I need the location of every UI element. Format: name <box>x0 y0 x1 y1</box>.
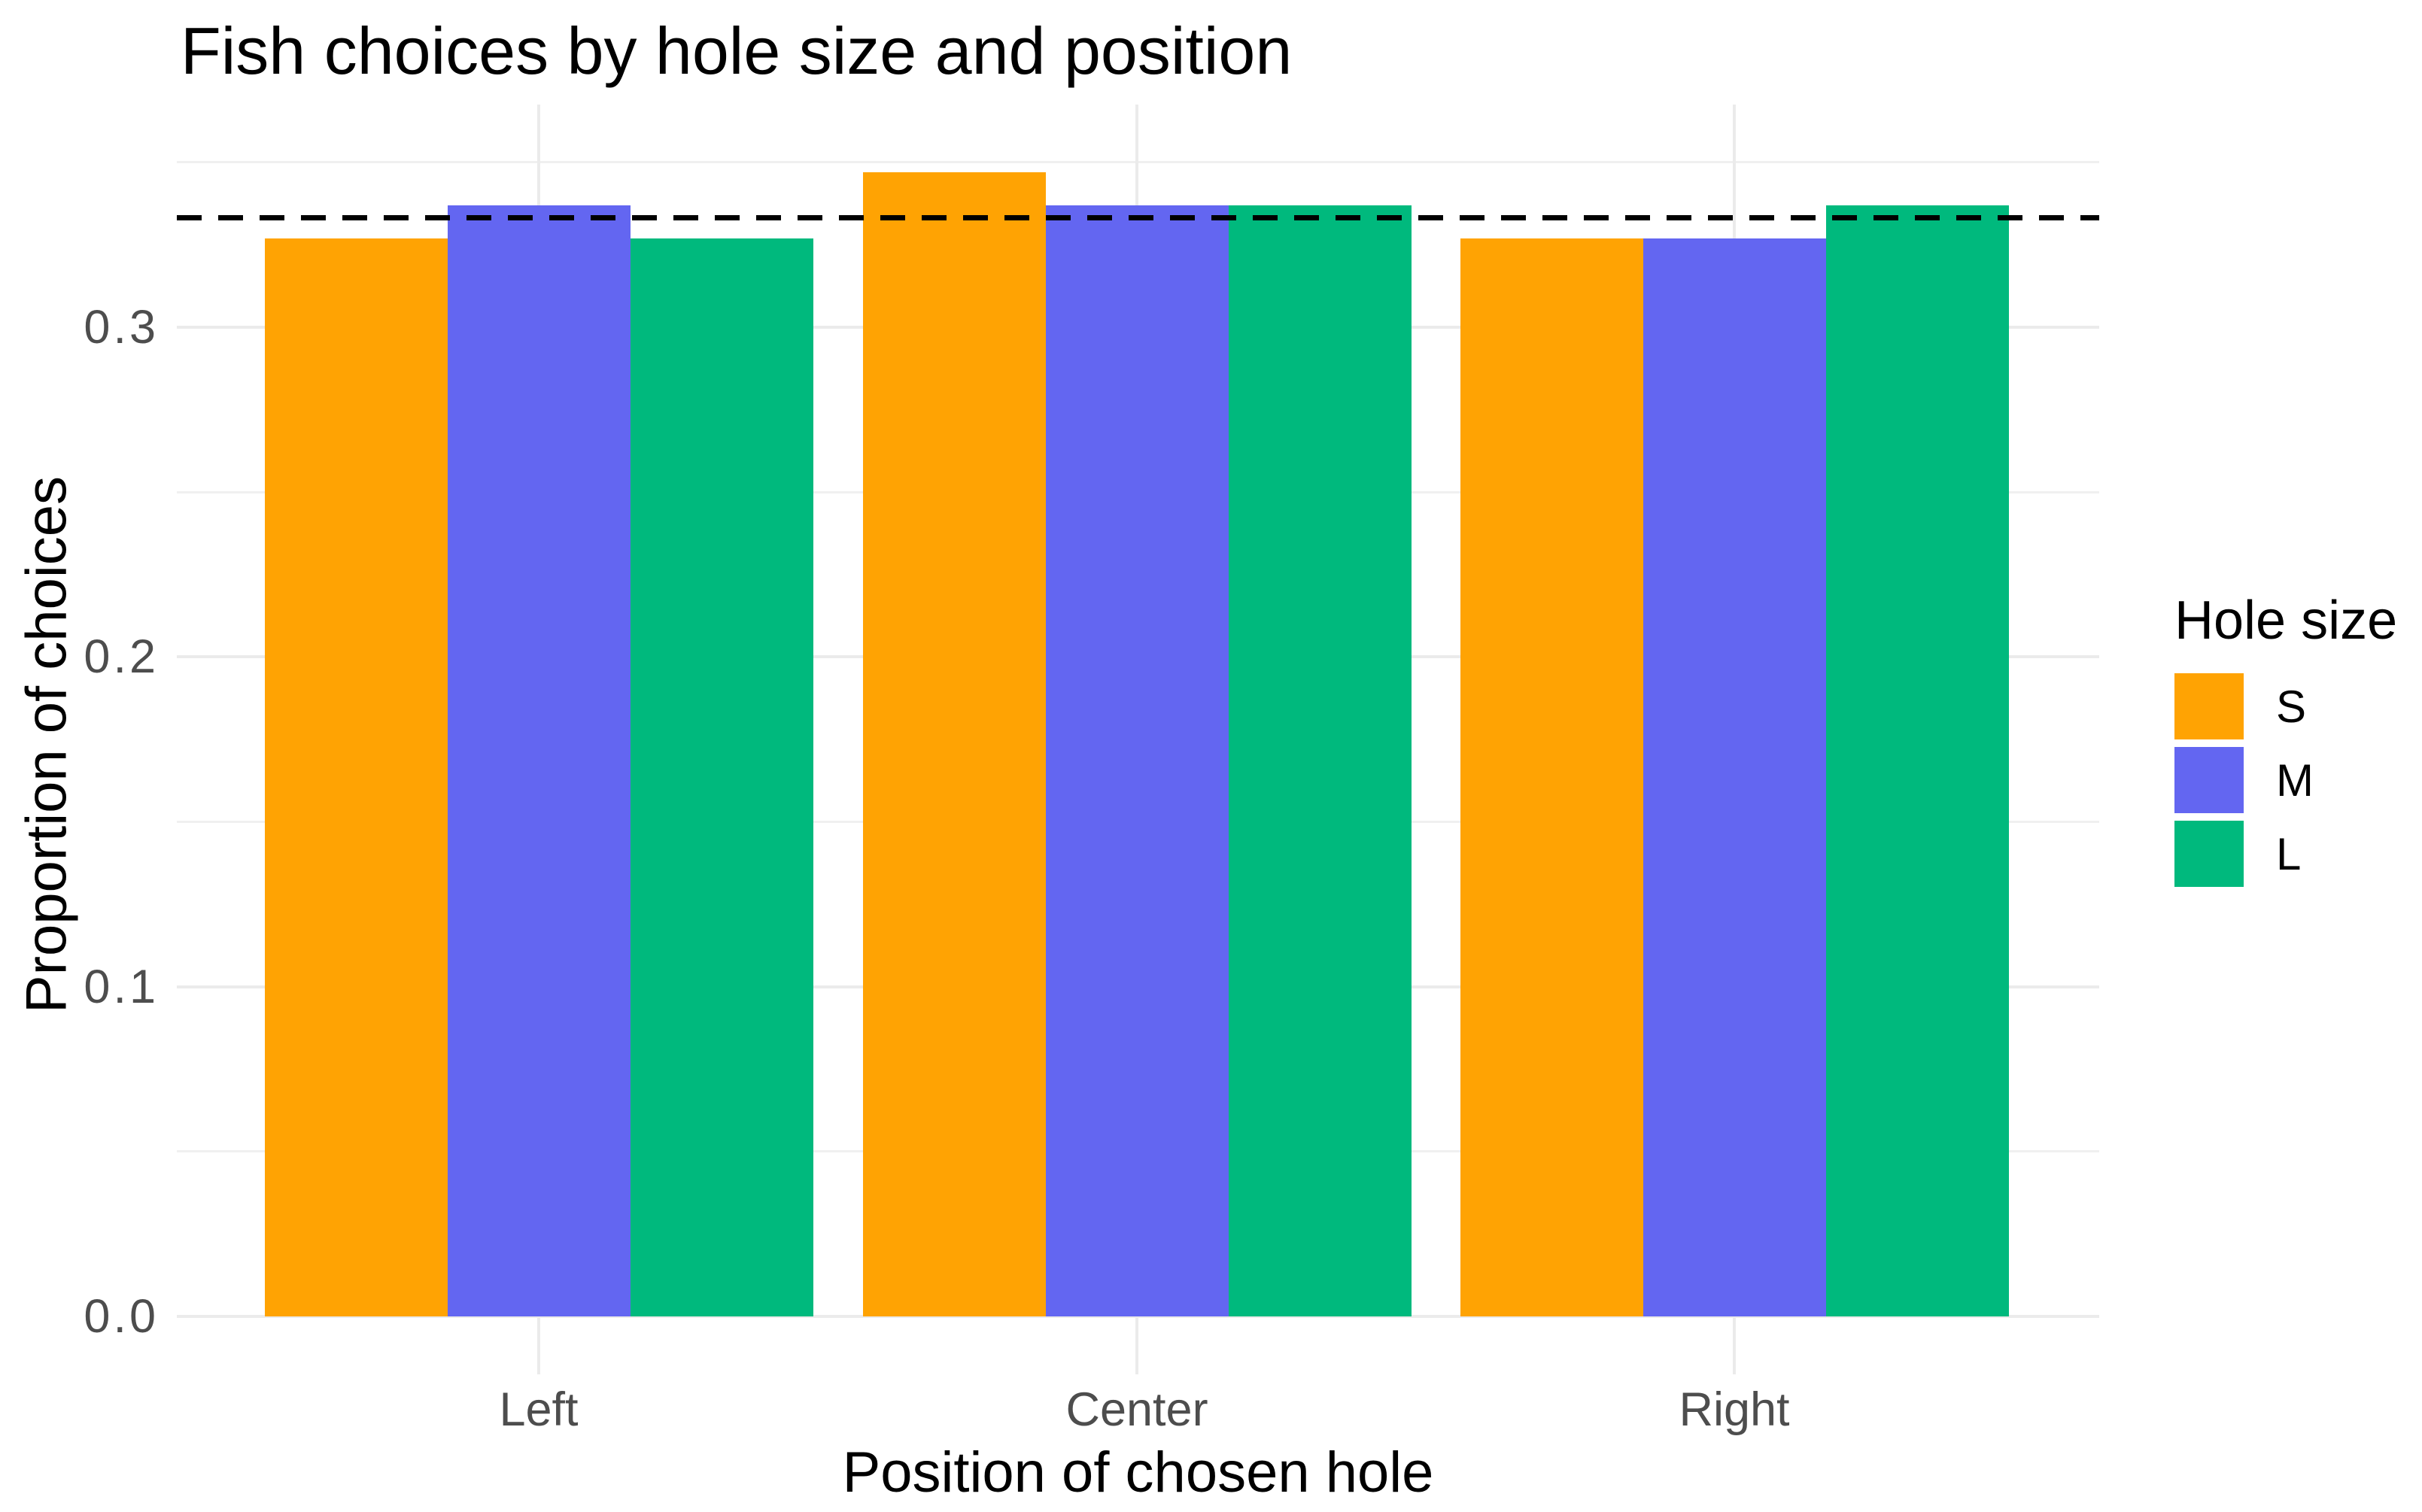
y-tick-label: 0.3 <box>84 301 159 354</box>
reference-line <box>177 214 2099 220</box>
legend-swatch-l <box>2174 821 2244 887</box>
plot-title: Fish choices by hole size and position <box>181 14 1293 88</box>
legend-label-l: L <box>2276 828 2302 879</box>
bar-right-l <box>1825 205 2009 1316</box>
bar-left-l <box>630 238 813 1316</box>
bar-left-s <box>264 238 448 1316</box>
legend-label-m: M <box>2276 754 2314 806</box>
bar-center-s <box>862 172 1046 1316</box>
y-tick-label: 0.0 <box>84 1290 159 1343</box>
y-axis: 0.0 0.1 0.2 0.3 <box>0 105 159 1374</box>
legend-row-s: S <box>2174 673 2397 739</box>
legend-row-l: L <box>2174 821 2397 887</box>
y-tick-label: 0.1 <box>84 960 159 1013</box>
legend-row-m: M <box>2174 747 2397 813</box>
bar-center-l <box>1228 205 1412 1316</box>
bar-right-s <box>1460 238 1643 1316</box>
x-axis-title: Position of chosen hole <box>842 1441 1434 1504</box>
bar-right-m <box>1643 238 1826 1316</box>
legend-title: Hole size <box>2174 591 2398 651</box>
panel <box>177 105 2099 1374</box>
legend-label-s: S <box>2276 681 2307 732</box>
bar-center-m <box>1045 205 1229 1316</box>
legend-swatch-s <box>2174 673 2244 739</box>
x-tick-label: Left <box>499 1383 579 1436</box>
x-tick-label: Right <box>1679 1383 1790 1436</box>
legend-swatch-m <box>2174 747 2244 813</box>
bar-left-m <box>447 205 631 1316</box>
y-tick-label: 0.2 <box>84 630 159 684</box>
x-tick-label: Center <box>1065 1383 1208 1436</box>
x-axis: Left Center Right <box>177 1386 2099 1438</box>
